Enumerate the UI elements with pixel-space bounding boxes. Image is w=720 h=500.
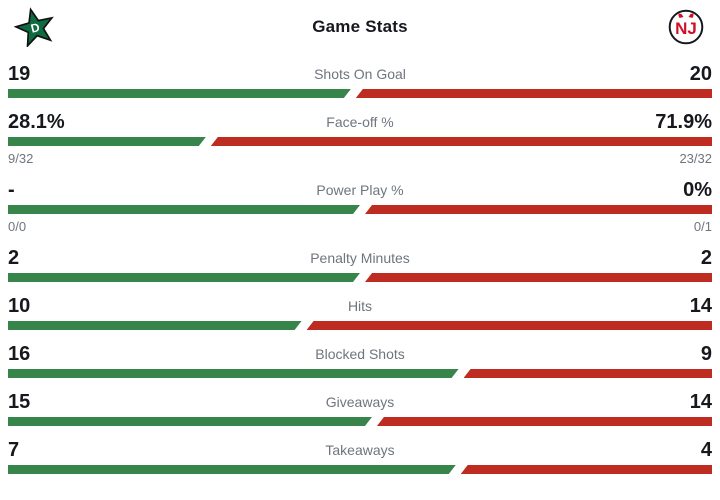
away-bar	[365, 205, 712, 214]
stat-label: Takeaways	[325, 441, 395, 458]
away-value: 9	[700, 342, 712, 365]
stat-values: 2 Penalty Minutes 2	[8, 245, 712, 270]
stat-label: Giveaways	[325, 393, 395, 410]
stat-label: Penalty Minutes	[310, 249, 410, 266]
away-value: 14	[689, 390, 712, 413]
away-sub-value: 23/32	[679, 151, 712, 166]
stat-row: 19 Shots On Goal 20	[8, 61, 712, 98]
stat-bar	[8, 465, 712, 474]
away-value: 0%	[683, 178, 712, 201]
stat-bar	[8, 137, 712, 146]
away-value: 14	[689, 294, 712, 317]
svg-text:D: D	[29, 20, 41, 36]
home-value: 2	[8, 246, 20, 269]
away-bar	[306, 321, 712, 330]
home-bar	[8, 417, 372, 426]
home-bar	[8, 369, 459, 378]
home-bar	[8, 89, 351, 98]
stat-bar	[8, 273, 712, 282]
away-bar	[365, 273, 712, 282]
stat-label: Blocked Shots	[315, 345, 405, 362]
stat-label: Hits	[347, 297, 373, 314]
away-sub-value: 0/1	[693, 219, 712, 234]
stat-values: 7 Takeaways 4	[8, 437, 712, 462]
stat-label: Face-off %	[326, 113, 394, 130]
home-value: 7	[8, 438, 20, 461]
away-value: 2	[700, 246, 713, 269]
home-value: 10	[8, 294, 31, 317]
stat-row: 28.1% Face-off % 71.9% 9/32 23/32	[8, 109, 712, 166]
header: D Game Stats NJ	[8, 0, 712, 50]
stat-values: 10 Hits 14	[8, 293, 712, 318]
home-bar	[8, 321, 302, 330]
home-bar	[8, 205, 360, 214]
stat-row: - Power Play % 0% 0/0 0/1	[8, 177, 712, 234]
stat-subs: 9/32 23/32	[8, 151, 712, 166]
home-bar	[8, 137, 206, 146]
stat-values: - Power Play % 0%	[8, 177, 712, 202]
home-bar	[8, 465, 456, 474]
stats-list: 19 Shots On Goal 20 28.1% Face-off % 71.…	[8, 61, 712, 474]
stat-row: 16 Blocked Shots 9	[8, 341, 712, 378]
stat-values: 16 Blocked Shots 9	[8, 341, 712, 366]
page-title: Game Stats	[312, 17, 408, 36]
away-bar	[463, 369, 712, 378]
away-bar	[210, 137, 712, 146]
stat-bar	[8, 321, 712, 330]
home-value: 28.1%	[8, 110, 65, 133]
stat-bar	[8, 89, 712, 98]
away-value: 4	[700, 438, 713, 461]
home-value: 15	[8, 390, 31, 413]
home-sub-value: 9/32	[8, 151, 34, 166]
home-value: 19	[8, 62, 31, 85]
home-sub-value: 0/0	[8, 219, 27, 234]
stat-row: 2 Penalty Minutes 2	[8, 245, 712, 282]
stat-bar	[8, 417, 712, 426]
stat-bar	[8, 205, 712, 214]
stat-values: 28.1% Face-off % 71.9%	[8, 109, 712, 134]
home-bar	[8, 273, 360, 282]
stat-row: 10 Hits 14	[8, 293, 712, 330]
away-bar	[460, 465, 712, 474]
stat-label: Power Play %	[316, 181, 404, 198]
away-bar	[376, 417, 712, 426]
stat-row: 15 Giveaways 14	[8, 389, 712, 426]
stat-subs: 0/0 0/1	[8, 219, 712, 234]
home-value: 16	[8, 342, 31, 365]
home-value: -	[8, 178, 15, 201]
svg-text:NJ: NJ	[675, 19, 697, 38]
stat-values: 15 Giveaways 14	[8, 389, 712, 414]
stat-bar	[8, 369, 712, 378]
away-value: 71.9%	[655, 110, 712, 133]
away-value: 20	[689, 62, 713, 85]
away-bar	[355, 89, 712, 98]
new-jersey-devils-logo: NJ	[666, 7, 706, 52]
stat-row: 7 Takeaways 4	[8, 437, 712, 474]
stat-values: 19 Shots On Goal 20	[8, 61, 712, 86]
dallas-stars-logo: D	[13, 7, 56, 52]
stat-label: Shots On Goal	[314, 65, 406, 82]
